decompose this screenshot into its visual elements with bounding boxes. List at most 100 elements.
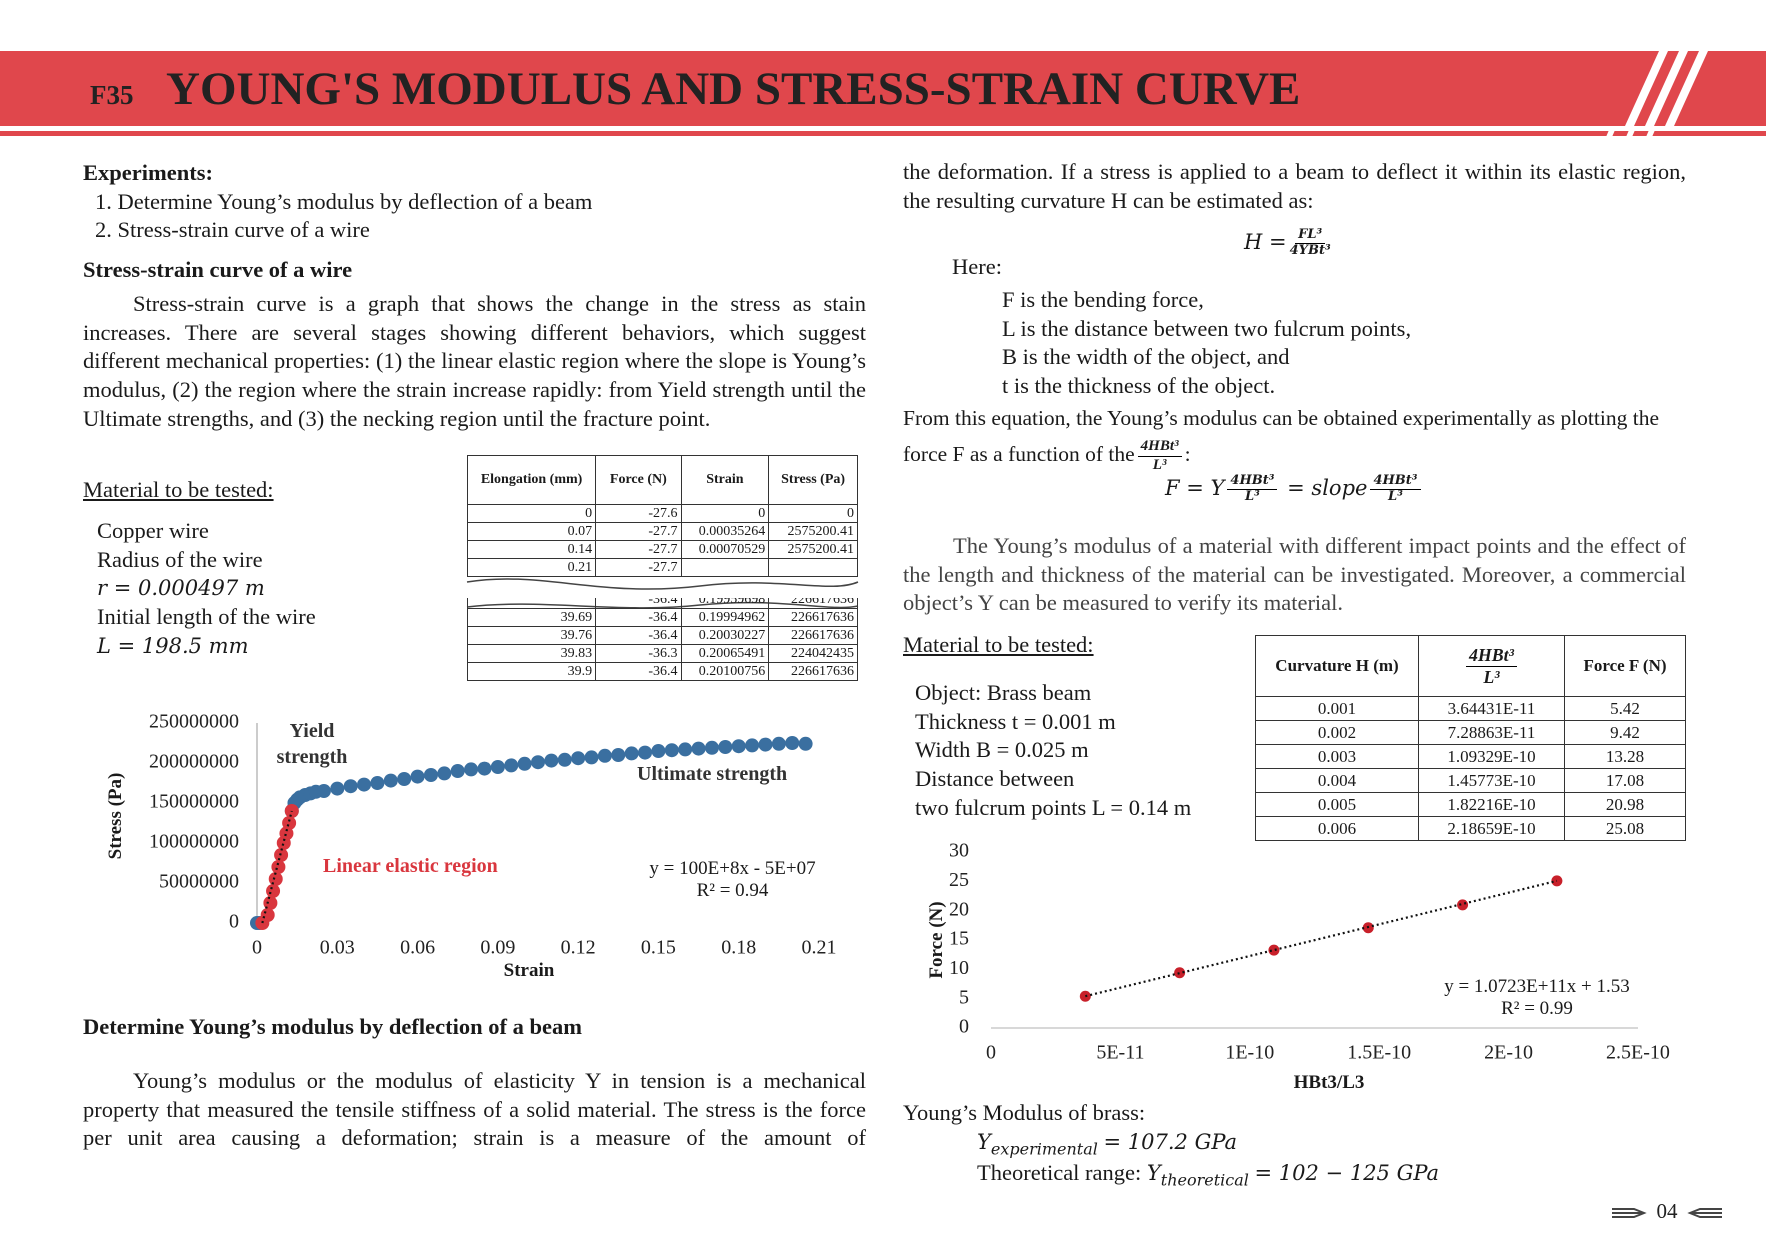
table-row: 39.76 -36.4 0.20030227 226617636 — [467, 626, 858, 645]
table-row: 0.21 -27.7 — [467, 558, 858, 577]
formula: H = FL³ 4YBt³ — [1244, 227, 1334, 259]
paragraph: The Young’s modulus of a material with d… — [903, 533, 1686, 616]
denominator: L³ — [1152, 456, 1167, 473]
table-cell: 2575200.41 — [768, 540, 858, 559]
item-text: Stress-strain curve of a wire — [117, 217, 370, 243]
data-point — [758, 737, 773, 752]
material-heading: Material to be tested: — [83, 477, 274, 502]
numerator: 4HBt³ — [1227, 473, 1278, 490]
header-slashes — [1606, 51, 1708, 137]
trend-equation: y = 1.0723E+11x + 1.53 R² = 0.99 — [1427, 976, 1647, 1020]
table-cell: 9.42 — [1564, 720, 1686, 745]
header-code: F35 — [90, 80, 134, 110]
material-line: Copper wire — [97, 518, 209, 543]
experiment-item: 1. Determine Young’s modulus by deflecti… — [83, 188, 592, 217]
material-list: Copper wire Radius of the wire r = 0.000… — [97, 517, 316, 661]
text: From this equation, the Young’s modulus … — [903, 406, 1659, 466]
table-row: -36.4 0.19959698 226617636 — [467, 598, 858, 609]
table-cell: 0.002 — [1255, 720, 1419, 745]
table-row: 0.001 3.64431E-11 5.42 — [1255, 696, 1686, 721]
item-text: Determine Young’s modulus by deflection … — [117, 188, 593, 214]
data-point — [282, 816, 297, 830]
y-tick-label: 250000000 — [149, 711, 239, 733]
experiments: Experiments: 1. Determine Young’s modulu… — [83, 159, 592, 245]
table-cell — [467, 598, 597, 609]
y-axis-label: Stress (Pa) — [105, 772, 126, 860]
data-point — [678, 742, 693, 757]
header-cell: Force F (N) — [1564, 635, 1686, 697]
definition: F is the bending force, — [1002, 287, 1204, 312]
trendline — [261, 810, 293, 924]
table-cell: 39.83 — [467, 644, 597, 663]
y-tick-label: 25 — [949, 869, 969, 891]
table-cell: -36.4 — [595, 626, 682, 645]
equation: F = Y 4HBt³ L³ = slope 4HBt³ L³ — [1165, 473, 1424, 505]
table-cell: 226617636 — [768, 598, 858, 609]
numerator: 4HBt³ — [1370, 473, 1421, 490]
table-row: 0.005 1.82216E-10 20.98 — [1255, 792, 1686, 817]
table-cell: 0.19959698 — [680, 598, 770, 609]
data-point — [423, 768, 438, 782]
paragraph: Stress-strain curve is a graph that show… — [83, 291, 866, 431]
result-line: Theoretical range: Ytheoretical = 102 − … — [977, 1159, 1439, 1195]
material-line: L = 198.5 mm — [97, 633, 249, 658]
table-cell: -27.7 — [595, 522, 682, 541]
y-tick-label: 30 — [949, 840, 969, 862]
table-cell: 0.19994962 — [680, 608, 770, 627]
table-cell: 20.98 — [1564, 792, 1686, 817]
table-cell: 0 — [467, 504, 597, 523]
annotation: Ultimate strength — [637, 763, 788, 785]
value: = 107.2 GPa — [1103, 1130, 1238, 1154]
data-point — [517, 756, 532, 771]
x-tick-label: 0.12 — [561, 937, 596, 959]
data-point — [1268, 944, 1280, 956]
table-cell: 0.20065491 — [680, 644, 770, 663]
table-cell: 0.00035264 — [680, 522, 770, 541]
data-point — [691, 741, 706, 756]
table-row: 0.14 -27.7 0.00070529 2575200.41 — [467, 540, 858, 559]
x-tick-label: 2E-10 — [1484, 1042, 1533, 1064]
y-tick-label: 20 — [949, 898, 969, 920]
x-tick-label: 0.21 — [802, 937, 837, 959]
table-cell: 0.001 — [1255, 696, 1419, 721]
subscript: experimental — [990, 1139, 1098, 1159]
data-point — [370, 776, 385, 790]
header-cell: Stress (Pa) — [768, 455, 858, 505]
table-cell: -36.3 — [595, 644, 682, 663]
x-tick-label: 1E-10 — [1225, 1042, 1274, 1064]
plot-text: From this equation, the Young’s modulus … — [903, 400, 1686, 474]
table-cell: 5.42 — [1564, 696, 1686, 721]
data-point — [597, 748, 612, 763]
experiments-heading: Experiments: — [83, 160, 213, 185]
data-point — [330, 781, 345, 796]
equation-part: = slope — [1287, 475, 1368, 500]
data-point — [584, 750, 599, 765]
page-number: 04 — [1657, 1199, 1679, 1223]
denominator: L³ — [1245, 488, 1260, 504]
x-tick-label: 5E-11 — [1096, 1042, 1144, 1064]
equation-part: F = Y — [1165, 475, 1225, 500]
annotation: Yield strength — [276, 720, 348, 768]
data-point — [504, 758, 519, 773]
data-point — [383, 773, 398, 788]
data-point — [718, 740, 733, 754]
definition: L is the distance between two fulcrum po… — [1002, 315, 1412, 341]
y-tick-label: 10 — [949, 957, 969, 979]
y-tick-label: 50000000 — [159, 871, 239, 893]
y-tick-label: 0 — [229, 911, 239, 933]
table-cell: 39.9 — [467, 662, 597, 681]
table-row: 0.004 1.45773E-10 17.08 — [1255, 768, 1686, 793]
table-cell: 0.20030227 — [680, 626, 770, 645]
table-cell: 25.08 — [1564, 816, 1686, 841]
item-number: 1. — [95, 188, 112, 214]
table-cell: 0.07 — [467, 522, 597, 541]
header-title: YOUNG'S MODULUS AND STRESS-STRAIN CURVE — [166, 63, 1300, 115]
data-point — [745, 738, 760, 753]
trend-equation: y = 100E+8x - 5E+07 R² = 0.94 — [630, 858, 835, 902]
x-tick-label: 0.18 — [721, 937, 756, 959]
table-cell: -36.4 — [595, 598, 682, 609]
header-cell: 4HBt³ L³ — [1418, 635, 1565, 697]
table-cell: 39.76 — [467, 626, 597, 645]
table-cell: 226617636 — [768, 626, 858, 645]
